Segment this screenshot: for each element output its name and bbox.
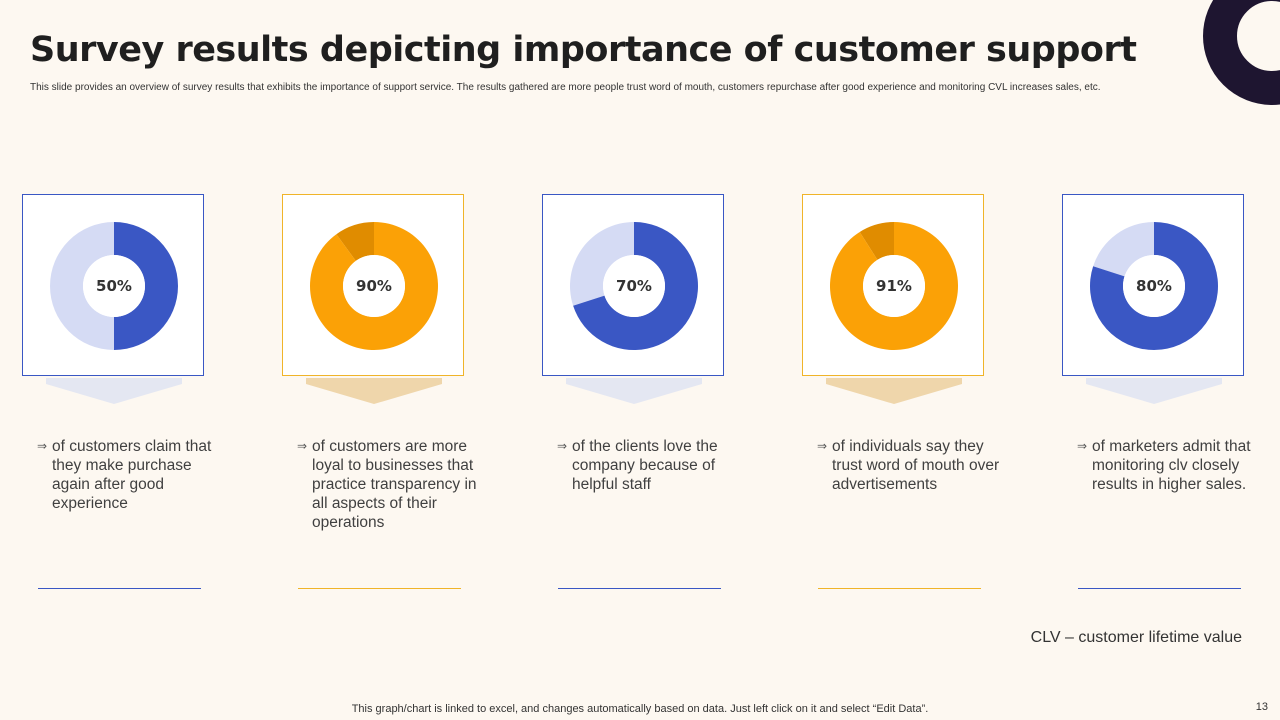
percentage-label: 90% bbox=[356, 277, 392, 295]
donut-slice-value bbox=[573, 222, 698, 350]
divider-line bbox=[38, 588, 201, 589]
card-pointer bbox=[1086, 378, 1222, 404]
survey-description-text: of individuals say they trust word of mo… bbox=[832, 438, 1000, 493]
footer-note: This graph/chart is linked to excel, and… bbox=[351, 703, 929, 715]
corner-ring-decoration bbox=[1203, 0, 1280, 105]
donut-chart: 50% bbox=[50, 222, 178, 350]
survey-description: ⇒ of marketers admit that monitoring clv … bbox=[1077, 437, 1267, 494]
donut-slice-remainder bbox=[1093, 222, 1154, 277]
page-number: 13 bbox=[1255, 701, 1268, 713]
donut-chart: 90% bbox=[310, 222, 438, 350]
percentage-label: 50% bbox=[96, 277, 132, 295]
survey-description-text: of customers are more loyal to businesse… bbox=[312, 438, 477, 531]
clv-footnote: CLV – customer lifetime value bbox=[1030, 629, 1242, 646]
donut-hole bbox=[603, 255, 665, 317]
card-pointer bbox=[826, 378, 962, 404]
survey-description-text: of marketers admit that monitoring clv c… bbox=[1092, 438, 1251, 493]
survey-description-text: of the clients love the company because … bbox=[572, 438, 718, 493]
divider-line bbox=[818, 588, 981, 589]
survey-description: ⇒ of customers claim that they make purch… bbox=[37, 437, 227, 513]
donut-hole bbox=[343, 255, 405, 317]
donut-chart: 70% bbox=[570, 222, 698, 350]
donut-slice-value bbox=[114, 222, 178, 350]
card-pointer bbox=[566, 378, 702, 404]
percentage-label: 70% bbox=[616, 277, 652, 295]
double-arrow-icon: ⇒ bbox=[297, 439, 308, 453]
survey-description: ⇒ of customers are more loyal to business… bbox=[297, 437, 487, 532]
donut-slice-value bbox=[310, 222, 438, 350]
percentage-label: 80% bbox=[1136, 277, 1172, 295]
donut-chart: 80% bbox=[1090, 222, 1218, 350]
double-arrow-icon: ⇒ bbox=[37, 439, 48, 453]
card-pointer-shape bbox=[826, 378, 962, 404]
survey-description-text: of customers claim that they make purcha… bbox=[52, 438, 212, 512]
donut-slice-value bbox=[830, 222, 958, 350]
donut-card-4: 91% bbox=[802, 194, 984, 376]
double-arrow-icon: ⇒ bbox=[1077, 439, 1088, 453]
card-pointer-shape bbox=[1086, 378, 1222, 404]
card-pointer bbox=[46, 378, 182, 404]
card-pointer-shape bbox=[566, 378, 702, 404]
corner-ring-shape bbox=[1203, 0, 1280, 105]
donut-slice-remainder bbox=[336, 222, 374, 261]
double-arrow-icon: ⇒ bbox=[557, 439, 568, 453]
card-pointer-shape bbox=[306, 378, 442, 404]
percentage-label: 91% bbox=[876, 277, 912, 295]
donut-slice-value bbox=[1090, 222, 1218, 350]
slide-title: Survey results depicting importance of c… bbox=[30, 30, 1137, 70]
divider-line bbox=[298, 588, 461, 589]
donut-card-3: 70% bbox=[542, 194, 724, 376]
donut-chart: 91% bbox=[830, 222, 958, 350]
survey-description: ⇒ of the clients love the company because… bbox=[557, 437, 747, 494]
donut-hole bbox=[863, 255, 925, 317]
donut-card-5: 80% bbox=[1062, 194, 1244, 376]
donut-hole bbox=[83, 255, 145, 317]
card-pointer bbox=[306, 378, 442, 404]
donut-card-1: 50% bbox=[22, 194, 204, 376]
card-pointer-shape bbox=[46, 378, 182, 404]
divider-line bbox=[1078, 588, 1241, 589]
divider-line bbox=[558, 588, 721, 589]
donut-slice-remainder bbox=[50, 222, 114, 350]
donut-slice-remainder bbox=[859, 222, 894, 260]
donut-slice-remainder bbox=[570, 222, 634, 306]
survey-description: ⇒ of individuals say they trust word of m… bbox=[817, 437, 1007, 494]
donut-card-2: 90% bbox=[282, 194, 464, 376]
slide-subtitle: This slide provides an overview of surve… bbox=[30, 82, 1101, 93]
donut-hole bbox=[1123, 255, 1185, 317]
double-arrow-icon: ⇒ bbox=[817, 439, 828, 453]
